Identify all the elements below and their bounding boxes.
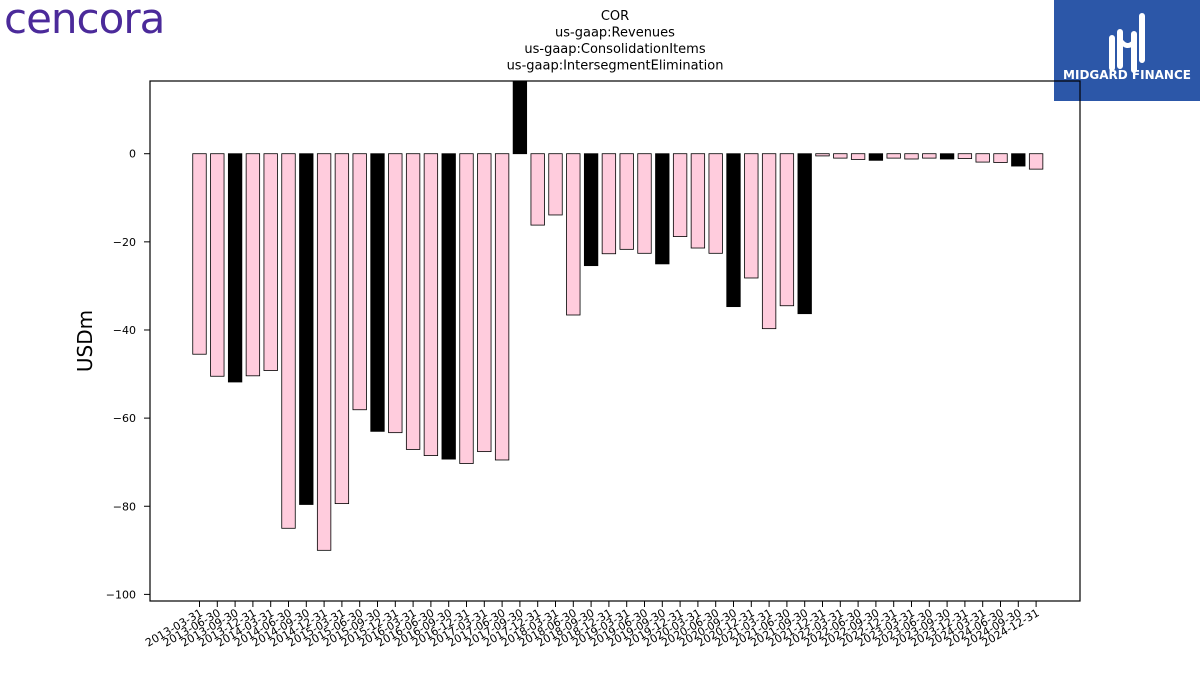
chart-title-line: COR — [601, 9, 629, 24]
bar — [459, 153, 474, 464]
bar — [1011, 153, 1026, 167]
bar — [761, 153, 777, 330]
bar — [388, 153, 403, 434]
y-tick-label: −80 — [113, 500, 136, 513]
y-tick-label: −60 — [113, 412, 136, 425]
y-tick-label: −40 — [113, 324, 136, 337]
bar — [797, 153, 812, 315]
bar — [210, 153, 225, 377]
bar — [833, 153, 848, 159]
bar — [192, 153, 207, 355]
y-tick-label: −100 — [106, 588, 136, 601]
bar — [299, 153, 314, 505]
bar — [512, 80, 528, 155]
bar — [672, 153, 688, 237]
chart-title-line: us-gaap:ConsolidationItems — [524, 42, 705, 57]
y-axis-label: USDm — [73, 310, 97, 372]
bar — [868, 153, 884, 161]
midgard-emblem-icon — [1109, 13, 1145, 73]
y-tick-label: 0 — [129, 148, 136, 161]
bar — [922, 153, 937, 159]
bar — [850, 153, 866, 160]
bar — [352, 153, 367, 411]
bar — [583, 153, 599, 267]
bar — [886, 153, 901, 159]
badge-label: MIDGARD FINANCE — [1063, 68, 1191, 82]
bar — [227, 153, 243, 383]
bar — [690, 153, 706, 249]
bar — [477, 153, 492, 453]
bar — [993, 153, 1008, 163]
bar — [1028, 153, 1044, 170]
bar — [405, 153, 421, 450]
bar — [494, 153, 510, 461]
bar — [441, 153, 456, 460]
bar — [779, 153, 795, 307]
bar — [245, 153, 261, 377]
bar — [957, 153, 973, 159]
plot-frame — [149, 80, 1081, 602]
midgard-finance-badge: MIDGARD FINANCE — [1054, 0, 1200, 101]
bar — [370, 153, 385, 432]
bar — [281, 153, 296, 529]
bar — [530, 153, 545, 226]
bar — [334, 153, 350, 505]
bar — [726, 153, 741, 308]
bar — [263, 153, 278, 371]
bar — [655, 153, 670, 265]
cencora-logo: cencora — [4, 0, 165, 43]
bar — [548, 153, 563, 216]
chart-title-line: us-gaap:Revenues — [555, 26, 675, 41]
bar — [708, 153, 723, 254]
bar — [566, 153, 581, 316]
bar — [619, 153, 634, 250]
bar — [601, 153, 617, 255]
bar — [975, 153, 990, 163]
bar — [637, 153, 652, 254]
bar — [423, 153, 439, 456]
chart-title-line: us-gaap:IntersegmentElimination — [507, 59, 724, 74]
bar — [316, 153, 332, 551]
bar — [744, 153, 759, 279]
bar — [815, 153, 830, 157]
bar — [904, 153, 919, 160]
y-tick-label: −20 — [113, 236, 136, 249]
bar — [939, 153, 955, 160]
